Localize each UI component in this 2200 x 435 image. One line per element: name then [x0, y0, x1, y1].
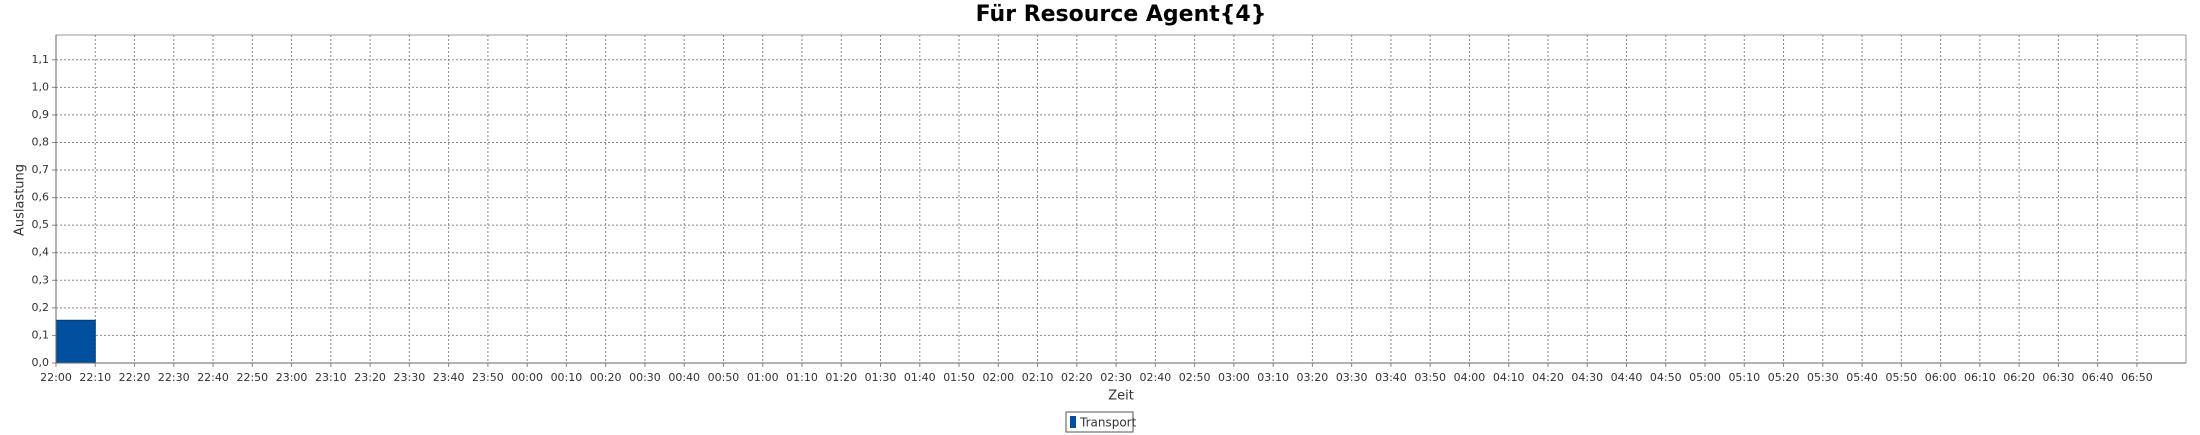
legend-label: Transport [1079, 416, 1137, 430]
x-tick-label: 01:30 [865, 371, 897, 384]
x-tick-label: 04:00 [1454, 371, 1486, 384]
x-tick-label: 05:50 [1885, 371, 1917, 384]
y-tick-label: 0,9 [32, 108, 50, 121]
bar [55, 319, 96, 364]
x-tick-label: 01:20 [825, 371, 857, 384]
x-tick-label: 02:10 [1022, 371, 1054, 384]
y-tick-label: 0,4 [32, 246, 50, 259]
x-tick-label: 22:10 [79, 371, 111, 384]
x-tick-label: 06:50 [2121, 371, 2153, 384]
y-axis-label: Auslastung [13, 164, 28, 236]
x-tick-label: 22:50 [236, 371, 268, 384]
x-tick-label: 04:30 [1571, 371, 1603, 384]
x-tick-label: 04:10 [1493, 371, 1525, 384]
x-tick-label: 00:50 [708, 371, 740, 384]
x-tick-label: 22:40 [197, 371, 229, 384]
x-tick-label: 06:10 [1964, 371, 1996, 384]
x-tick-label: 05:10 [1728, 371, 1760, 384]
x-tick-label: 23:20 [354, 371, 386, 384]
x-tick-label: 00:00 [511, 371, 543, 384]
x-tick-label: 01:40 [904, 371, 936, 384]
y-tick-label: 0,3 [32, 273, 50, 286]
x-tick-label: 00:10 [551, 371, 583, 384]
x-tick-label: 00:20 [590, 371, 622, 384]
x-tick-label: 06:40 [2082, 371, 2114, 384]
x-tick-label: 05:20 [1768, 371, 1800, 384]
x-tick-label: 04:40 [1611, 371, 1643, 384]
x-tick-label: 02:30 [1100, 371, 1132, 384]
y-tick-label: 1,0 [32, 80, 50, 93]
x-tick-label: 01:00 [747, 371, 779, 384]
x-tick-label: 06:30 [2043, 371, 2075, 384]
x-tick-label: 01:10 [786, 371, 818, 384]
x-tick-label: 05:30 [1807, 371, 1839, 384]
x-tick-label: 22:20 [119, 371, 151, 384]
x-tick-label: 04:50 [1650, 371, 1682, 384]
legend [1065, 411, 1134, 433]
x-tick-label: 05:00 [1689, 371, 1721, 384]
x-tick-label: 03:50 [1414, 371, 1446, 384]
x-tick-label: 00:40 [668, 371, 700, 384]
y-tick-label: 0,7 [32, 163, 50, 176]
y-tick-label: 0,5 [32, 218, 50, 231]
y-tick-label: 0,0 [32, 356, 50, 369]
x-tick-label: 03:20 [1297, 371, 1329, 384]
x-tick-label: 02:40 [1140, 371, 1172, 384]
chart-title: Für Resource Agent{4} [976, 2, 1267, 27]
legend-swatch [1070, 416, 1076, 428]
x-tick-label: 23:40 [433, 371, 465, 384]
y-tick-label: 0,8 [32, 135, 50, 148]
x-tick-label: 02:00 [982, 371, 1014, 384]
plot-area [55, 34, 2187, 364]
y-tick-label: 0,6 [32, 191, 50, 204]
x-tick-label: 23:50 [472, 371, 504, 384]
x-tick-label: 03:10 [1257, 371, 1289, 384]
x-tick-label: 23:30 [394, 371, 426, 384]
y-tick-label: 0,2 [32, 301, 50, 314]
x-tick-label: 00:30 [629, 371, 661, 384]
x-tick-label: 02:50 [1179, 371, 1211, 384]
x-tick-label: 22:00 [40, 371, 72, 384]
x-tick-label: 01:50 [943, 371, 975, 384]
x-tick-label: 06:00 [1925, 371, 1957, 384]
y-tick-label: 0,1 [32, 328, 50, 341]
x-axis-label: Zeit [1108, 389, 1134, 404]
x-tick-label: 23:00 [276, 371, 308, 384]
x-tick-label: 03:40 [1375, 371, 1407, 384]
x-tick-label: 03:30 [1336, 371, 1368, 384]
x-tick-label: 05:40 [1846, 371, 1878, 384]
x-tick-label: 02:20 [1061, 371, 1093, 384]
x-tick-label: 06:20 [2003, 371, 2035, 384]
x-tick-label: 22:30 [158, 371, 190, 384]
x-tick-label: 04:20 [1532, 371, 1564, 384]
y-tick-label: 1,1 [32, 53, 50, 66]
x-tick-label: 03:00 [1218, 371, 1250, 384]
x-tick-label: 23:10 [315, 371, 347, 384]
